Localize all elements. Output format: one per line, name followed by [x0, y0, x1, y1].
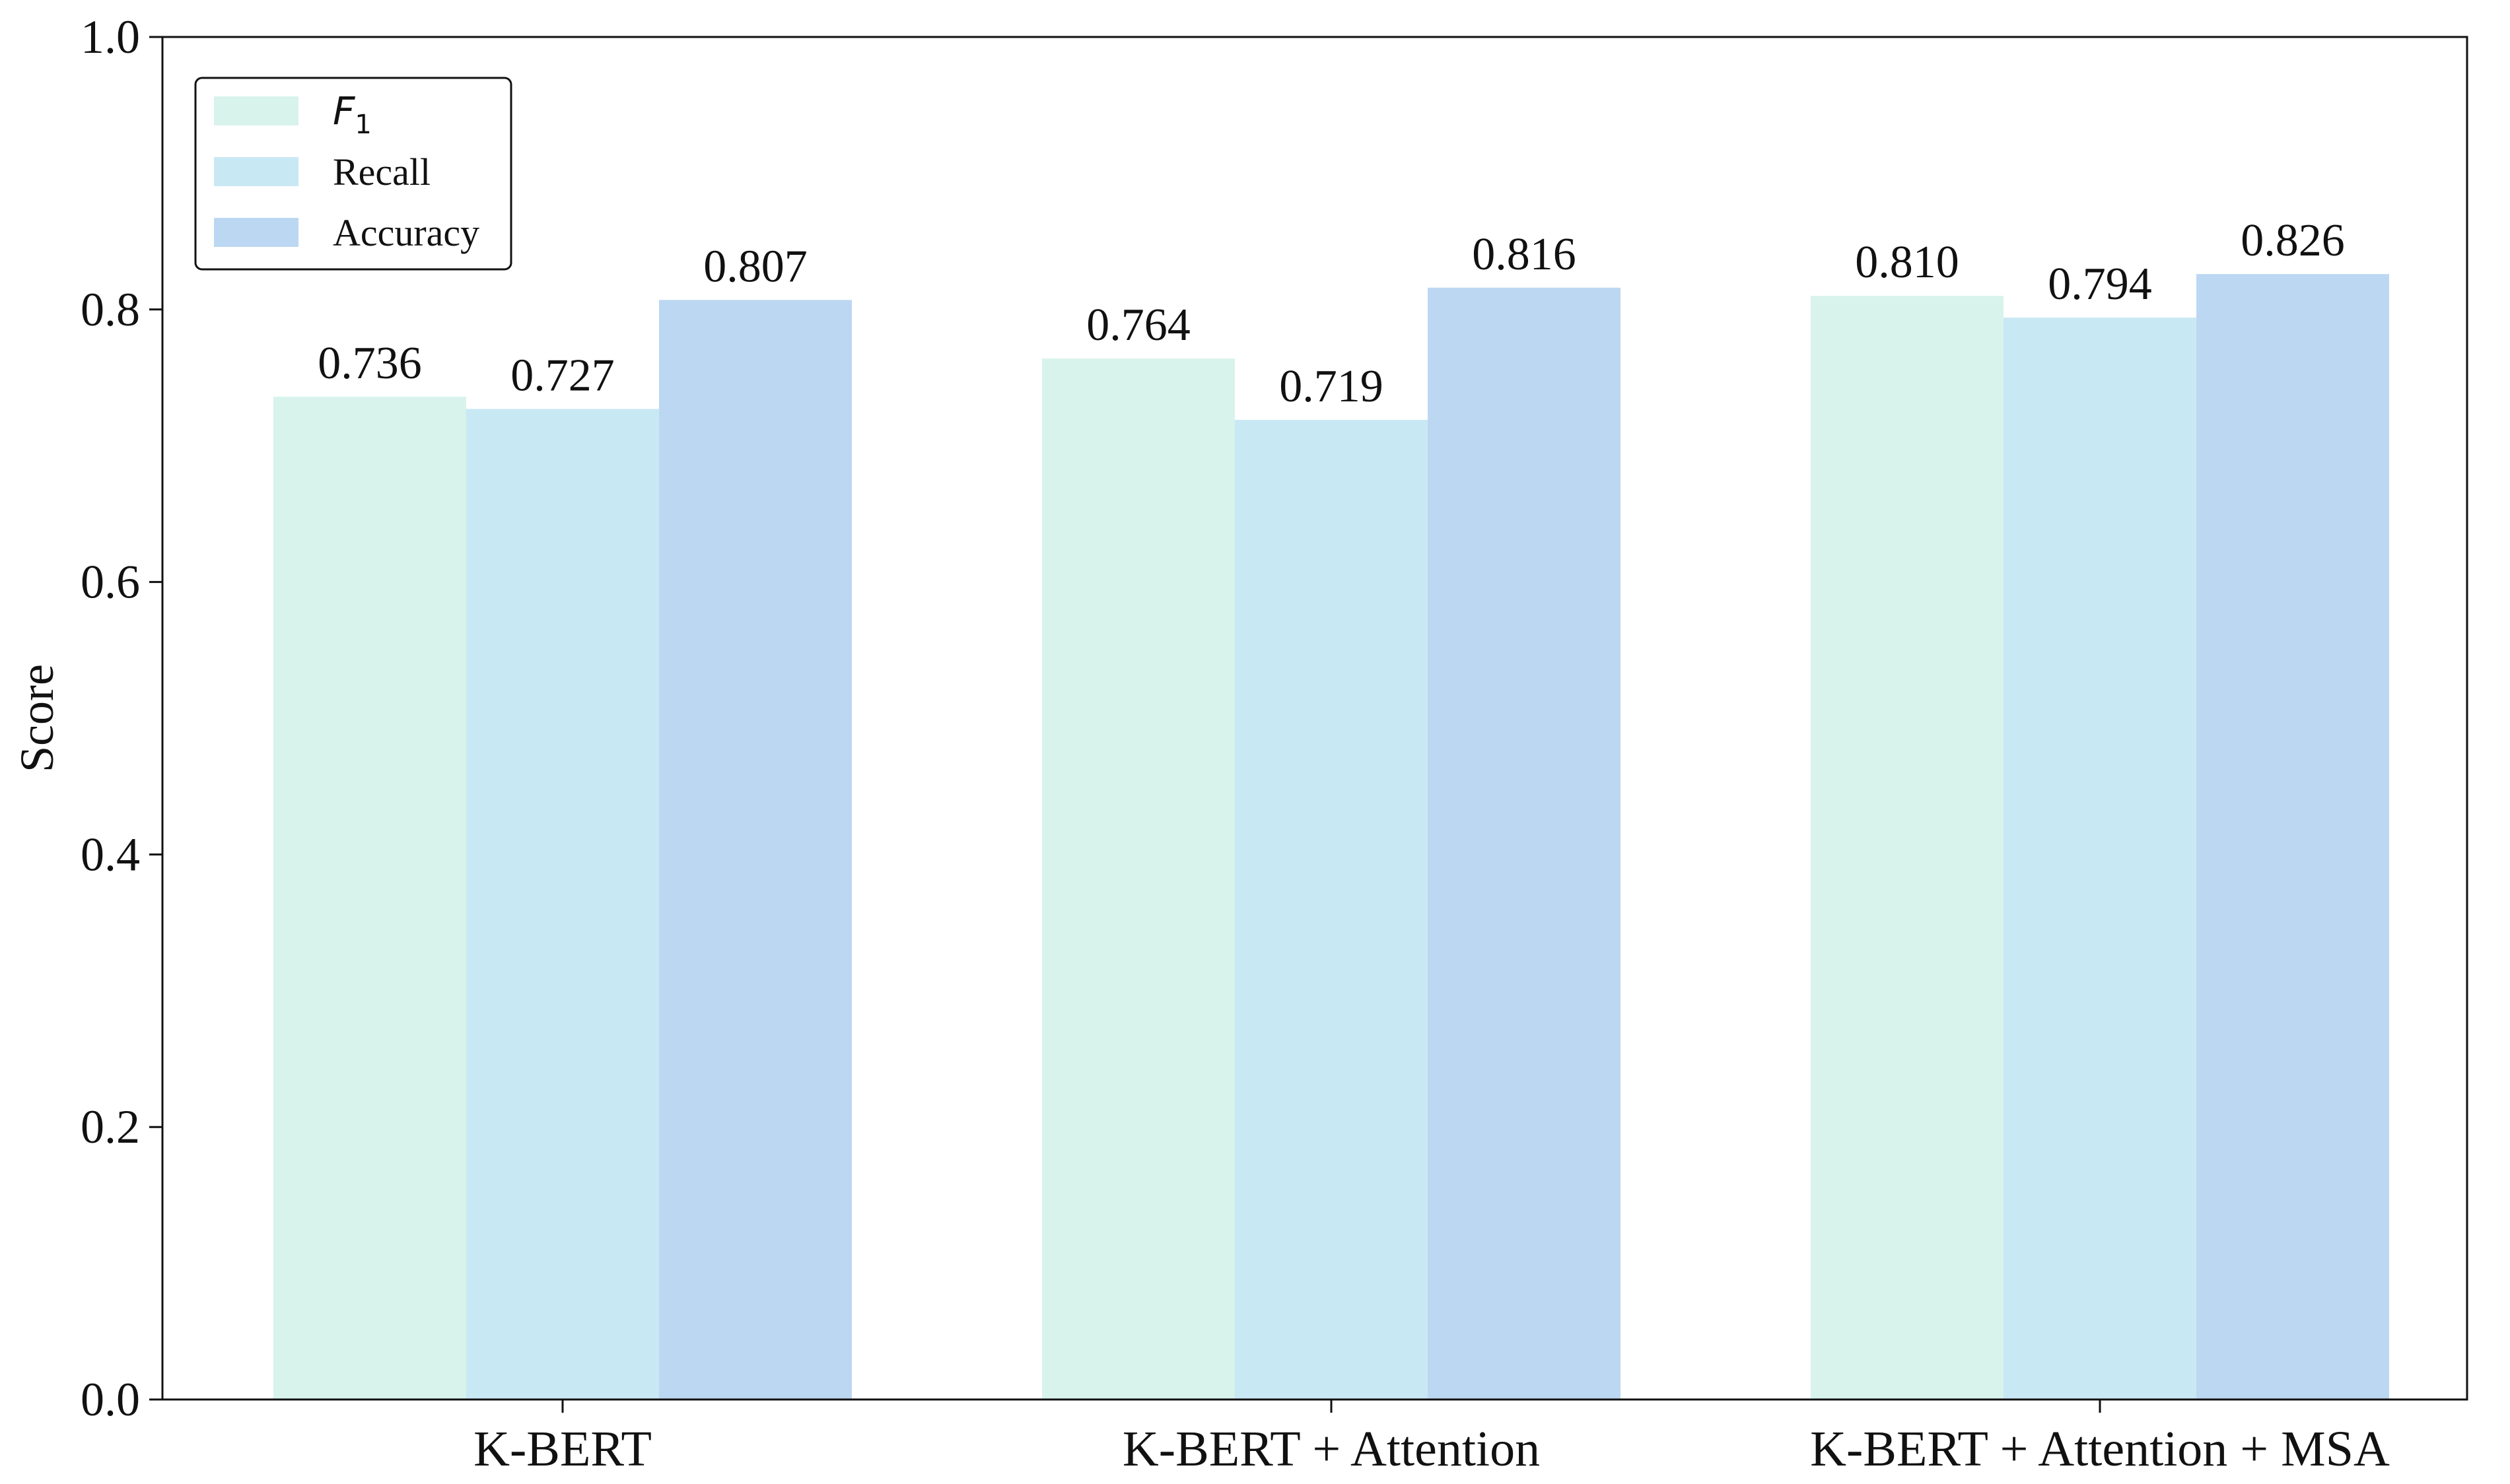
data-label: 0.719 [1279, 361, 1383, 412]
legend-label: F1 [333, 88, 372, 140]
bar-accuracy-2 [2196, 274, 2389, 1400]
data-label: 0.736 [318, 338, 422, 389]
data-label: 0.807 [703, 241, 808, 292]
data-label: 0.816 [1472, 229, 1576, 280]
legend-label: Recall [333, 151, 431, 193]
data-label: 0.764 [1086, 300, 1191, 351]
y-tick-label: 0.8 [81, 283, 140, 336]
bar-f1-2 [1811, 296, 2004, 1400]
y-axis-title: Score [11, 664, 63, 772]
bar-accuracy-0 [659, 300, 852, 1400]
bar-recall-2 [2004, 318, 2196, 1400]
y-tick-label: 0.2 [81, 1100, 140, 1153]
y-tick-label: 0.6 [81, 556, 140, 609]
data-label: 0.826 [2241, 215, 2345, 266]
y-tick-label: 0.4 [81, 828, 140, 881]
legend-swatch [214, 218, 298, 247]
y-tick-label: 1.0 [81, 11, 140, 63]
data-label: 0.794 [2048, 259, 2152, 310]
data-label: 0.727 [510, 350, 615, 401]
legend-swatch [214, 96, 298, 125]
value-labels-layer: 0.736 0.727 0.807 0.764 0.719 0.816 0.810 0.794… [318, 215, 2345, 412]
bar-f1-1 [1042, 358, 1235, 1400]
x-tick-label: K-BERT + Attention + MSA [1810, 1421, 2390, 1477]
legend: F1 Recall Accuracy [194, 77, 512, 271]
bar-f1-0 [273, 396, 466, 1400]
y-tick-label: 0.0 [81, 1373, 140, 1426]
bar-accuracy-1 [1428, 287, 1621, 1400]
legend-label: Accuracy [333, 211, 479, 254]
data-label: 0.810 [1855, 237, 1959, 288]
plot-frame [161, 36, 2468, 1401]
bar-recall-1 [1235, 419, 1428, 1400]
bars-layer [273, 274, 2389, 1400]
x-tick-label: K-BERT [473, 1421, 652, 1477]
bar-recall-0 [466, 409, 659, 1400]
axes-layer: K-BERT K-BERT + Attention K-BERT + Attenti… [11, 11, 2468, 1477]
legend-swatch [214, 157, 298, 186]
x-tick-label: K-BERT + Attention [1123, 1421, 1540, 1477]
